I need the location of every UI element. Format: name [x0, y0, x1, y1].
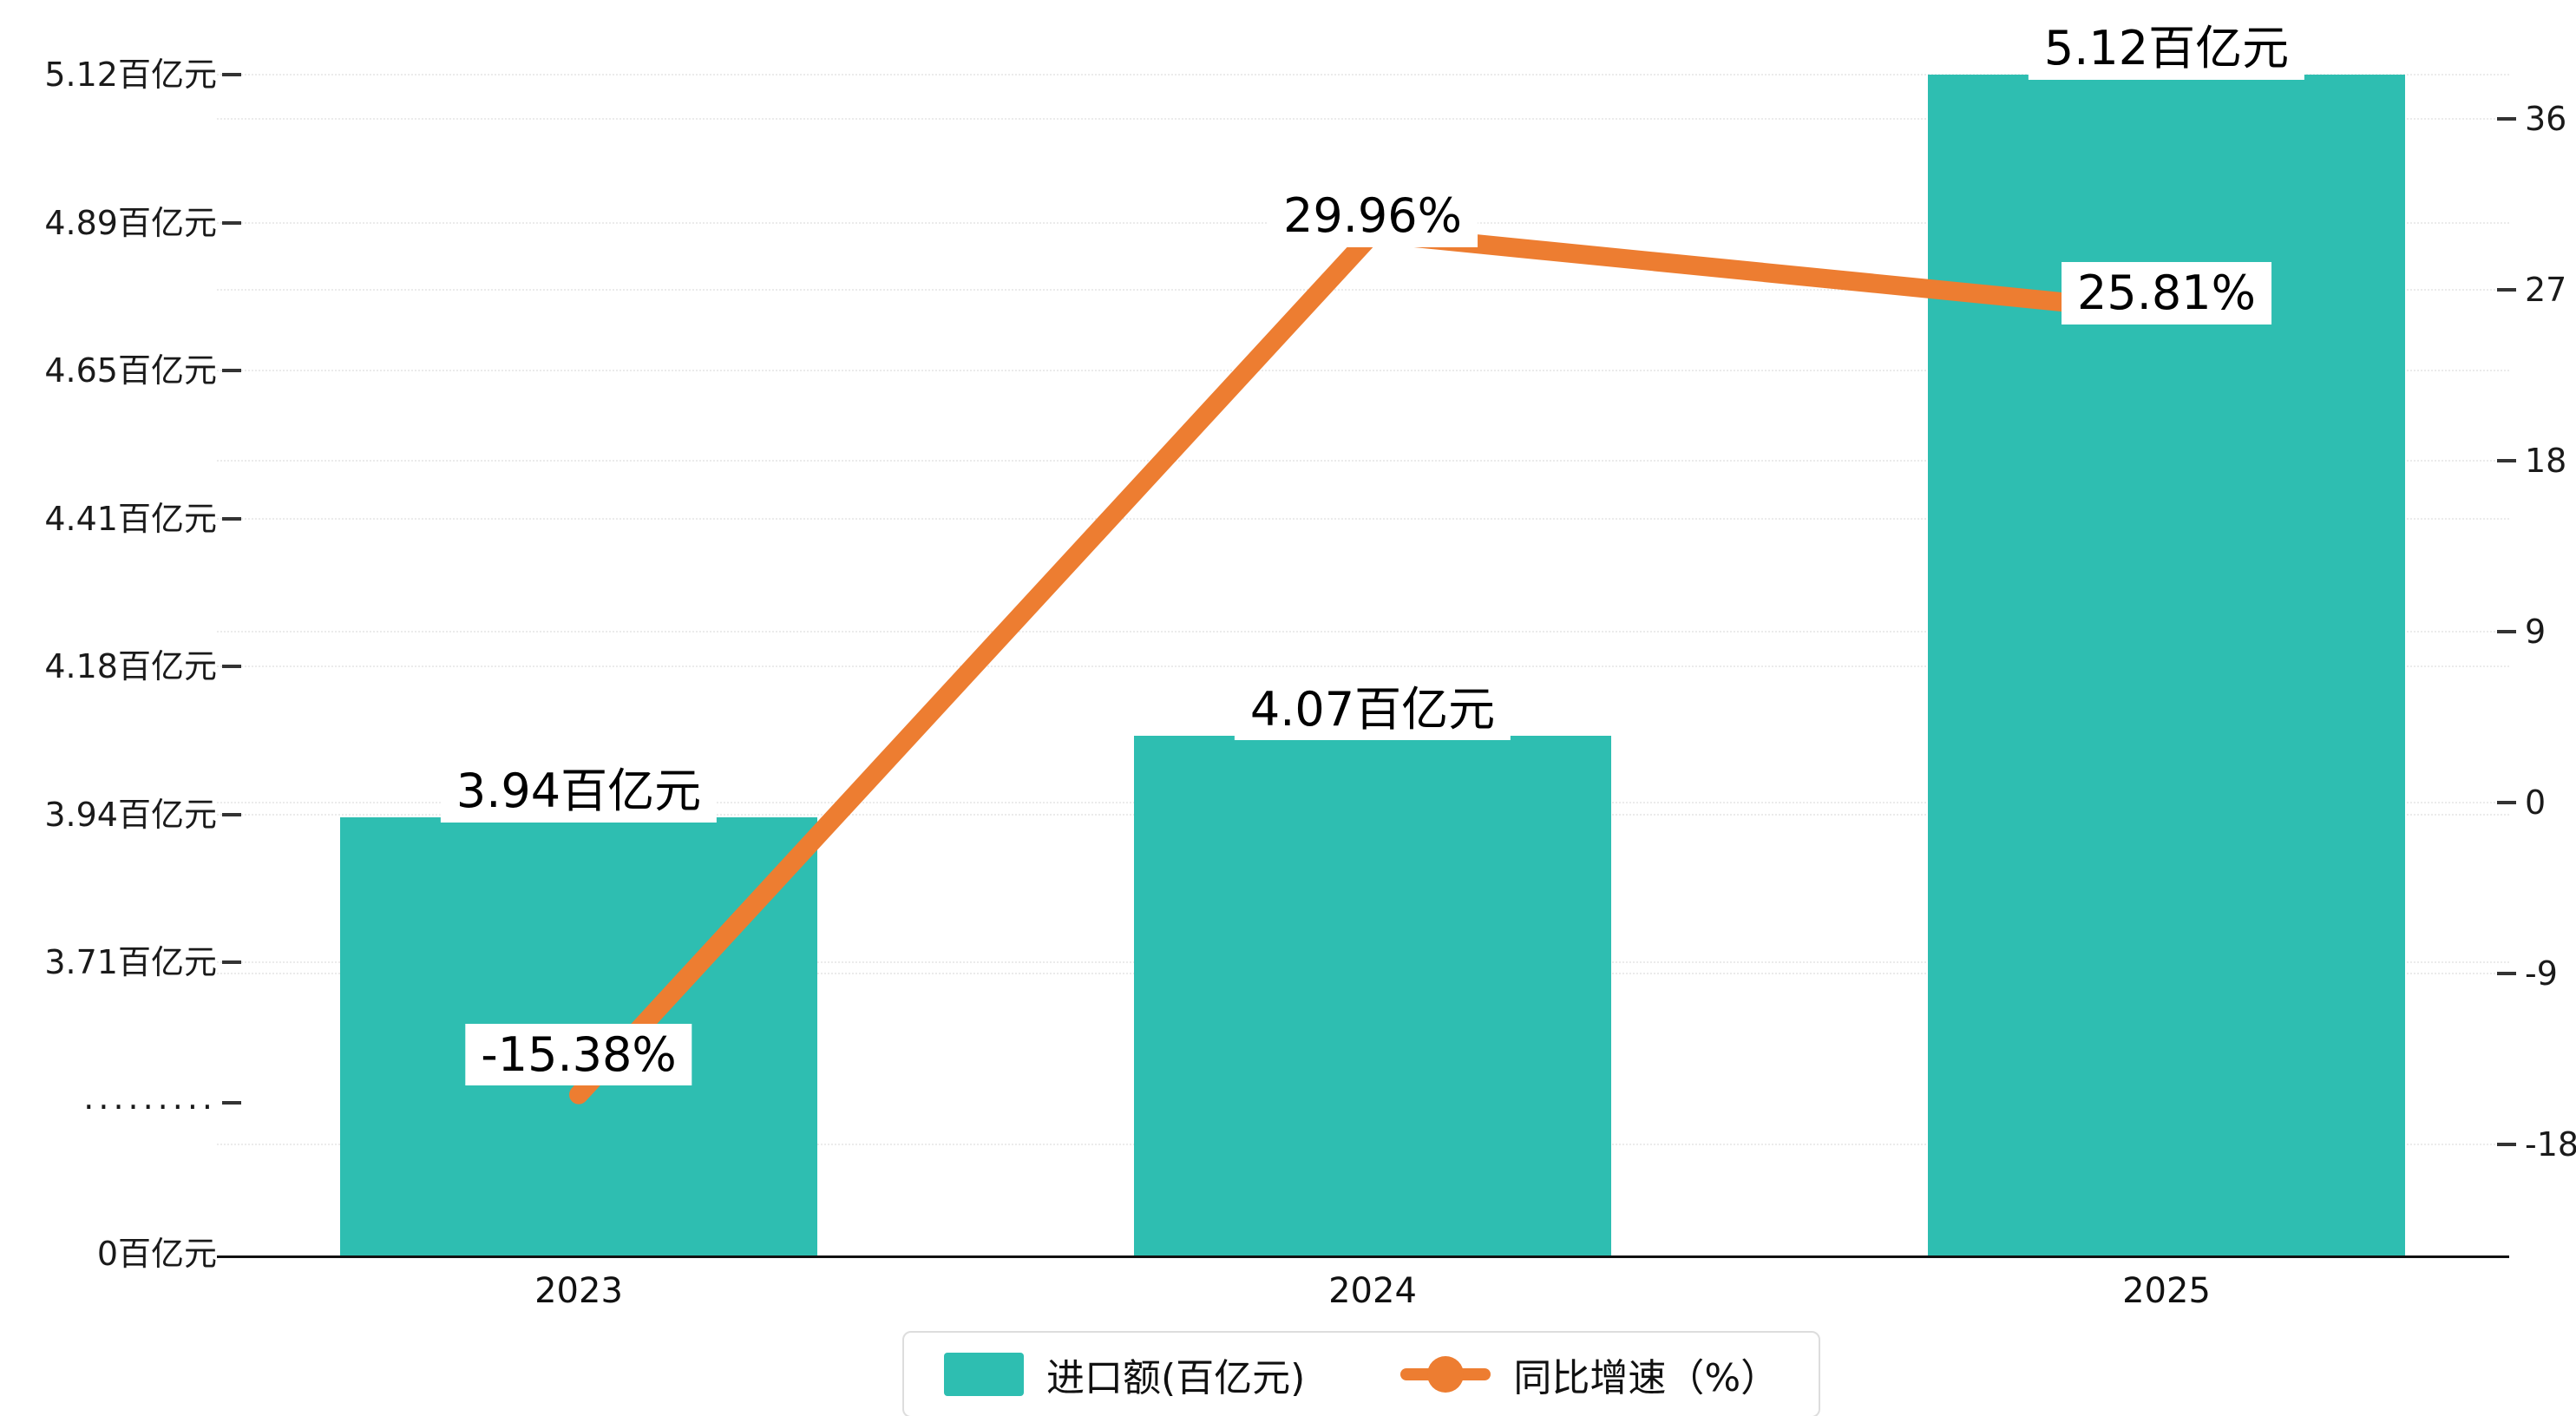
legend: 进口额(百亿元) 同比增速（%）: [902, 1331, 1821, 1416]
right-axis-tick-label: 36: [2525, 100, 2567, 138]
right-axis-tick-mark: [2497, 288, 2516, 292]
right-axis-tick-mark: [2497, 1143, 2516, 1146]
growth-line[interactable]: [569, 224, 2176, 1105]
right-axis-tick-label: -9: [2525, 954, 2558, 993]
left-axis-tick-mark: [222, 516, 241, 521]
left-axis-tick-mark: [222, 220, 241, 225]
legend-label-growth: 同比增速（%）: [1513, 1356, 1780, 1400]
right-axis-tick-label: 18: [2525, 442, 2567, 480]
legend-item-imports[interactable]: 进口额(百亿元): [944, 1347, 1305, 1402]
x-axis-line: [217, 1255, 2509, 1258]
left-axis-tick-label: 3.94百亿元: [44, 795, 217, 834]
bar-2024[interactable]: [1134, 735, 1611, 1255]
left-axis-tick-label: 4.89百亿元: [44, 203, 217, 242]
left-axis-tick-mark: [222, 960, 241, 964]
growth-value-label-2023: -15.38%: [465, 1023, 692, 1086]
right-axis-tick-mark: [2497, 630, 2516, 633]
right-axis-tick-label: 9: [2525, 613, 2547, 651]
right-axis-tick-label: -18: [2525, 1125, 2576, 1164]
left-axis-tick-label: 4.41百亿元: [44, 499, 217, 538]
gridline: [217, 118, 2509, 120]
growth-value-label-2024: 29.96%: [1268, 185, 1478, 247]
bar-value-label-2024: 4.07百亿元: [1234, 678, 1511, 741]
right-axis-tick-mark: [2497, 459, 2516, 462]
left-axis-tick-mark: [222, 1101, 241, 1105]
left-axis-tick-mark: [222, 665, 241, 668]
gridline: [217, 631, 2509, 633]
right-axis-tick-mark: [2497, 801, 2516, 804]
right-axis-tick-label: 0: [2525, 783, 2547, 822]
x-axis-label-2023[interactable]: 2023: [534, 1271, 623, 1311]
line-series-marker: [1400, 1356, 1491, 1393]
bar-value-label-2025: 5.12百亿元: [2028, 17, 2305, 80]
left-axis-tick-label: 3.71百亿元: [44, 943, 217, 981]
legend-label-imports: 进口额(百亿元): [1046, 1356, 1306, 1400]
x-axis-label-2024[interactable]: 2024: [1328, 1271, 1417, 1311]
left-axis-tick-mark: [222, 73, 241, 76]
left-axis-zero-label: 0百亿元: [96, 1235, 217, 1273]
gridline: [217, 517, 2509, 520]
left-axis-tick-mark: [222, 369, 241, 372]
gridline: [217, 289, 2509, 291]
gridline: [217, 665, 2509, 667]
right-axis-tick-label: 27: [2525, 271, 2567, 309]
x-axis-label-2025[interactable]: 2025: [2122, 1271, 2211, 1311]
left-axis-tick-mark: [222, 812, 241, 816]
growth-value-label-2025: 25.81%: [2061, 262, 2271, 324]
gridline: [217, 370, 2509, 371]
bar-value-label-2023: 3.94百亿元: [440, 760, 718, 823]
left-axis-tick-label: 5.12百亿元: [44, 56, 217, 94]
line-series-dot: [1427, 1356, 1465, 1393]
bar-series-swatch: [944, 1353, 1024, 1396]
legend-item-growth[interactable]: 同比增速（%）: [1400, 1347, 1779, 1402]
right-axis-tick-mark: [2497, 972, 2516, 975]
gridline: [217, 460, 2509, 462]
gridline: [217, 74, 2509, 75]
axis-break-dots: .........: [83, 1078, 217, 1117]
left-axis-tick-label: 4.65百亿元: [44, 351, 217, 390]
right-axis-tick-mark: [2497, 117, 2516, 121]
left-axis-tick-label: 4.18百亿元: [44, 647, 217, 685]
